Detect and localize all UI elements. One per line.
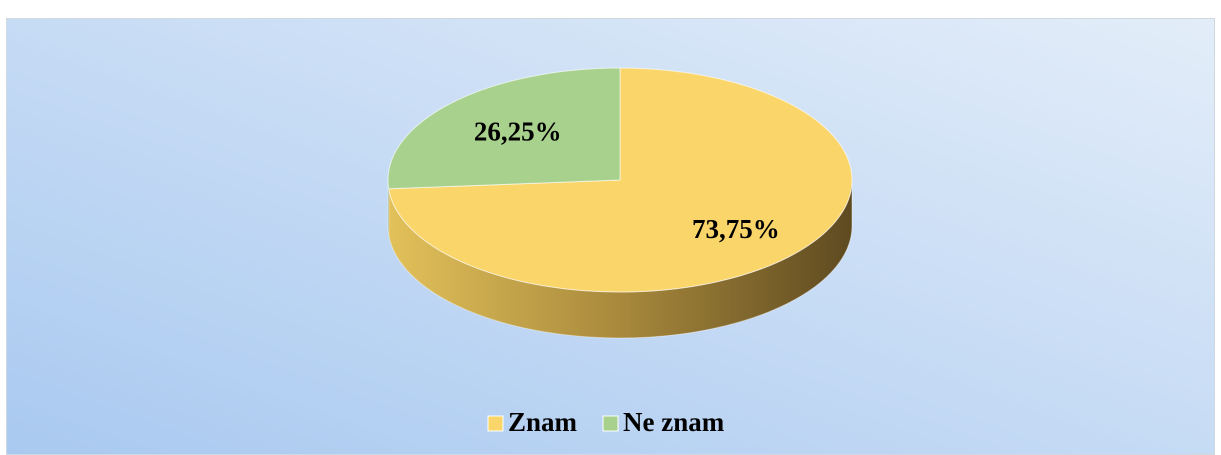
pie-slice [387,67,621,190]
legend-label: Ne znam [623,407,725,437]
data-label: 26,25% [474,117,562,147]
legend-label: Znam [508,407,578,437]
data-label: 73,75% [692,214,780,244]
legend-swatch [602,415,619,432]
legend-swatch [487,415,504,432]
